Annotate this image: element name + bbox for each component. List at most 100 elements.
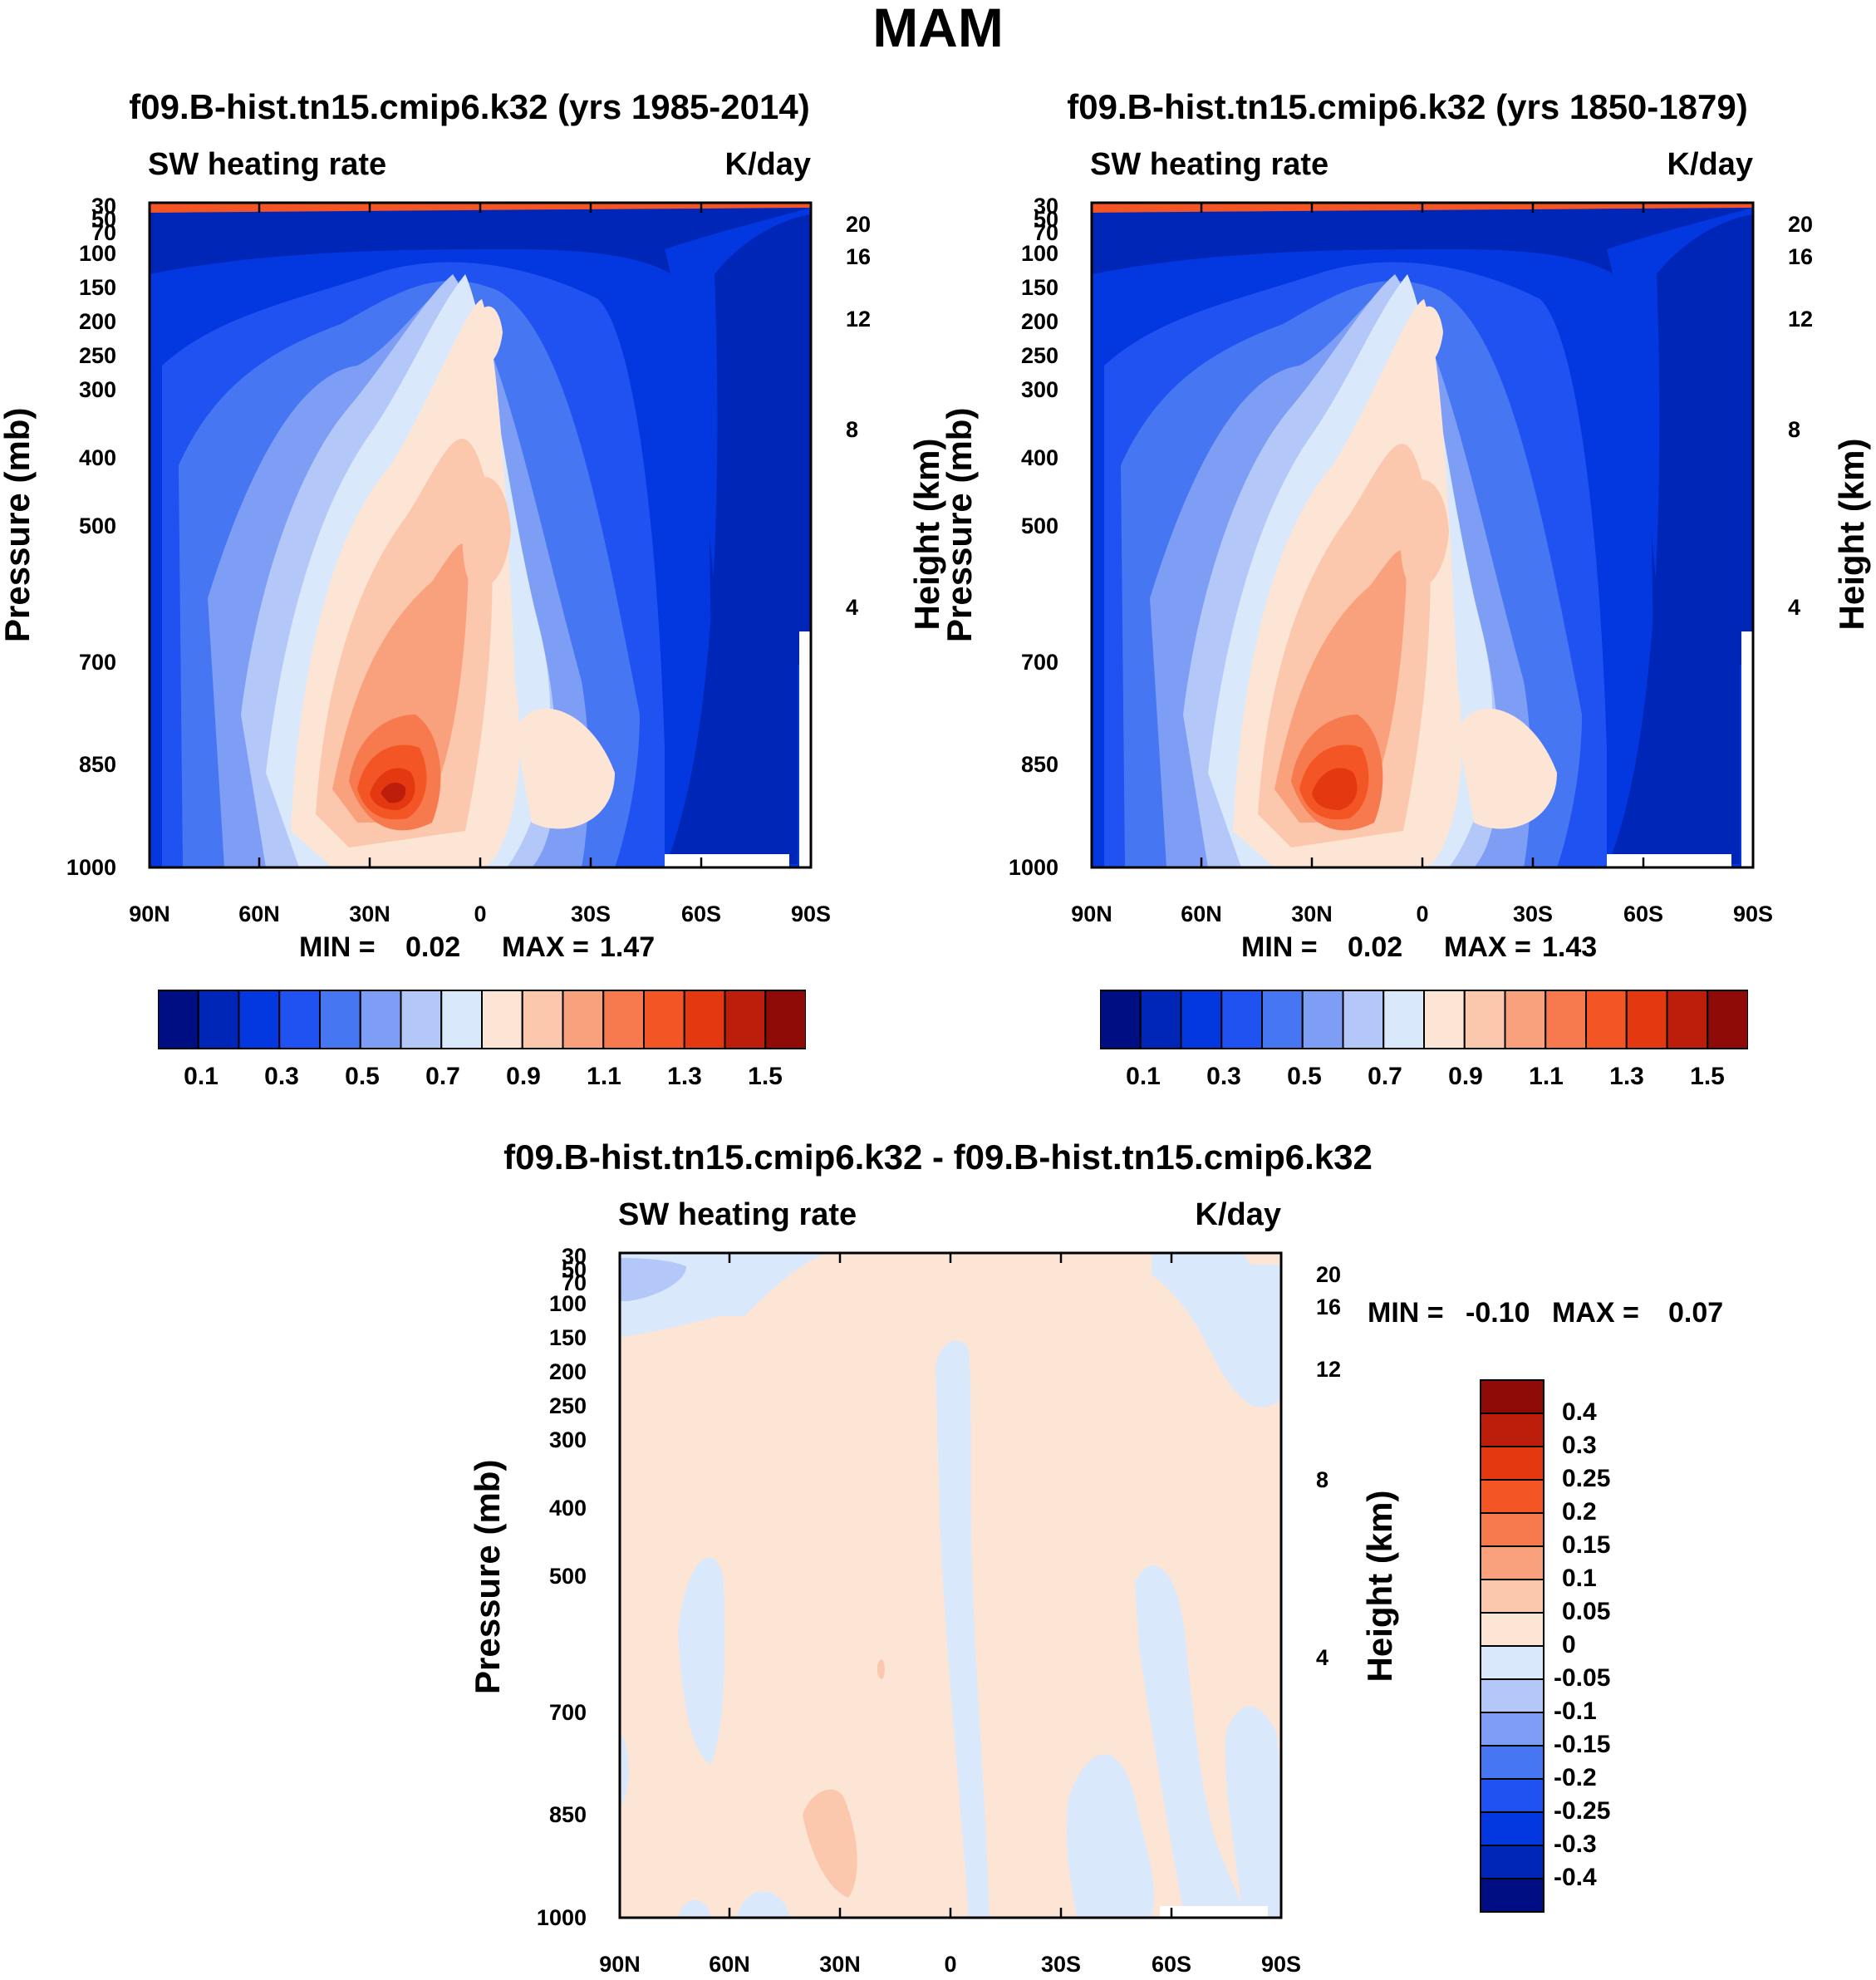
- panel2-field-l13: [1312, 768, 1358, 810]
- panel2-missing-region-2: [1741, 631, 1753, 867]
- panel1-xtick: 60S: [680, 902, 722, 926]
- colorbar-swatch: [521, 990, 564, 1049]
- panel3-xtick: 60N: [709, 1952, 750, 1977]
- colorbar-swatch: [1585, 990, 1628, 1049]
- panel1-xtick: 90S: [790, 902, 832, 926]
- colorbar-swatch: [481, 990, 523, 1049]
- panel3-min-label: MIN =: [1368, 1297, 1444, 1329]
- panel1-ytick: 1000: [66, 855, 116, 880]
- colorbar-swatch: [562, 990, 605, 1049]
- panel1-ticks: [148, 203, 813, 867]
- panel3-field-pos-ne: [1243, 1253, 1281, 1265]
- panel2-units-label: K/day: [1667, 147, 1753, 182]
- cb2-label: 1.1: [1529, 1063, 1564, 1090]
- panel3-field-neg-eq: [936, 1340, 990, 1918]
- panel1-ytick: 250: [78, 343, 116, 368]
- panel1-ytick: 200: [78, 309, 116, 334]
- cb2-label: 1.5: [1690, 1063, 1725, 1090]
- colorbar-swatch: [764, 990, 806, 1049]
- panel2-missing-region: [1607, 854, 1731, 867]
- panel2-xtick: 30N: [1291, 902, 1333, 926]
- panel2-field-l8d: [1414, 306, 1443, 364]
- panel3-ytick: 700: [548, 1700, 587, 1725]
- colorbar-swatch: [1480, 1778, 1545, 1813]
- panel1-xtick: 30S: [570, 902, 611, 926]
- colorbar-swatch: [1342, 990, 1385, 1049]
- colorbar-swatch: [1504, 990, 1547, 1049]
- panel3-field-neg-e3: [1225, 1706, 1281, 1918]
- cb3-label: -0.2: [1554, 1764, 1597, 1791]
- colorbar-swatch: [278, 990, 321, 1049]
- panel2-y2tick: 12: [1788, 307, 1814, 332]
- panel2-y2tick: 8: [1788, 417, 1801, 442]
- colorbar-swatch: [1545, 990, 1587, 1049]
- panel3-ytick: 150: [548, 1325, 587, 1350]
- panel1-field-l9b: [462, 476, 511, 588]
- panel1-min-value: 0.02: [405, 931, 461, 963]
- panel2-ytick: 700: [1020, 650, 1058, 675]
- panel1-variable-label: SW heating rate: [148, 147, 387, 182]
- panel1-xtick: 60N: [238, 902, 280, 926]
- panel3-field-neg-s1: [678, 1899, 711, 1918]
- panel3-y2tick: 20: [1316, 1262, 1342, 1287]
- panel3-y2tick: 16: [1316, 1295, 1342, 1319]
- panel2-ytick: 150: [1020, 275, 1058, 300]
- colorbar-swatch: [683, 990, 726, 1049]
- colorbar-swatch: [1261, 990, 1304, 1049]
- panel3-min-value: -0.10: [1466, 1297, 1530, 1329]
- panel1-y2tick: 4: [846, 595, 859, 620]
- panel1-field-l14: [381, 782, 406, 803]
- colorbar-swatch: [1480, 1878, 1545, 1913]
- colorbar-swatch: [1480, 1379, 1545, 1414]
- panel1-xtick: 90N: [129, 902, 170, 926]
- panel2-ytick: 300: [1020, 377, 1058, 402]
- cb1-label: 1.3: [667, 1063, 702, 1090]
- panel2-ytick: 1000: [1008, 855, 1058, 880]
- panel2-xtick: 90N: [1071, 902, 1112, 926]
- colorbar-swatch: [1480, 1446, 1545, 1481]
- panel3-field-pos-tiny: [877, 1659, 885, 1679]
- colorbar-swatch: [1480, 1512, 1545, 1547]
- colorbar-swatch: [1480, 1579, 1545, 1614]
- panel3-y2tick: 4: [1316, 1645, 1329, 1670]
- colorbar-swatch: [1480, 1811, 1545, 1846]
- colorbar-swatch: [1423, 990, 1466, 1049]
- panel2-ytick: 400: [1020, 445, 1058, 470]
- colorbar-swatch: [1139, 990, 1182, 1049]
- panel2-ytick: 70: [1033, 220, 1058, 245]
- colorbar-swatch: [1480, 1745, 1545, 1780]
- panel3-field-neg-e2: [1135, 1565, 1247, 1918]
- cb3-label: -0.4: [1554, 1864, 1597, 1891]
- cb1-label: 0.7: [425, 1063, 460, 1090]
- panel2-title: f09.B-hist.tn15.cmip6.k32 (yrs 1850-1879…: [1067, 87, 1748, 126]
- panel3-ytick: 30: [561, 1244, 587, 1269]
- cb2-label: 1.3: [1609, 1063, 1644, 1090]
- panel2-max-label: MAX =: [1444, 931, 1531, 963]
- cb3-label: 0.15: [1562, 1531, 1611, 1559]
- panel2-field-l8c: [1457, 708, 1557, 829]
- panel3-xtick: 30N: [819, 1952, 861, 1977]
- panel3-ytick: 70: [561, 1270, 587, 1295]
- panel1-ytick: 70: [91, 220, 116, 245]
- panel1-ytick: 500: [78, 513, 116, 538]
- panel1-xtick: 30N: [349, 902, 390, 926]
- panel1-y2tick: 12: [846, 307, 872, 332]
- panel2-ticks: [1090, 203, 1755, 867]
- cb2-label: 0.1: [1126, 1063, 1161, 1090]
- cb3-label: 0.3: [1562, 1432, 1597, 1459]
- panel3-variable-label: SW heating rate: [618, 1197, 857, 1232]
- panel2-xtick: 60N: [1181, 902, 1222, 926]
- cb2-label: 0.3: [1206, 1063, 1241, 1090]
- panel3-xtick: 30S: [1040, 1952, 1082, 1977]
- panel3-ytick: 1000: [536, 1905, 587, 1930]
- panel2-y2tick: 16: [1788, 244, 1814, 269]
- panel3-ytick: 300: [548, 1427, 587, 1452]
- panel2-y2tick: 20: [1788, 212, 1814, 237]
- panel2-ytick: 500: [1020, 513, 1058, 538]
- figure-title: MAM: [872, 0, 1004, 58]
- panel2-ytick: 250: [1020, 343, 1058, 368]
- panel3-ytick: 400: [548, 1496, 587, 1521]
- colorbar-swatch: [643, 990, 685, 1049]
- panel2-field-l1b: [1607, 214, 1753, 867]
- panel1-units-label: K/day: [724, 147, 811, 182]
